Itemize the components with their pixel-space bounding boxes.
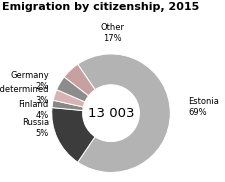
Wedge shape	[52, 108, 95, 162]
Text: Finland
4%: Finland 4%	[19, 100, 49, 120]
Text: Germany
2%: Germany 2%	[10, 71, 49, 91]
Wedge shape	[78, 54, 170, 172]
Wedge shape	[52, 100, 83, 110]
Text: Undetermined
3%: Undetermined 3%	[0, 85, 49, 106]
Text: 13 003: 13 003	[88, 107, 134, 120]
Wedge shape	[64, 64, 95, 96]
Wedge shape	[57, 77, 89, 102]
Wedge shape	[53, 90, 85, 107]
Text: Emigration by citizenship, 2015: Emigration by citizenship, 2015	[2, 2, 200, 12]
Text: Russia
5%: Russia 5%	[22, 118, 49, 138]
Text: Other
17%: Other 17%	[100, 23, 124, 43]
Text: Estonia
69%: Estonia 69%	[188, 97, 219, 117]
